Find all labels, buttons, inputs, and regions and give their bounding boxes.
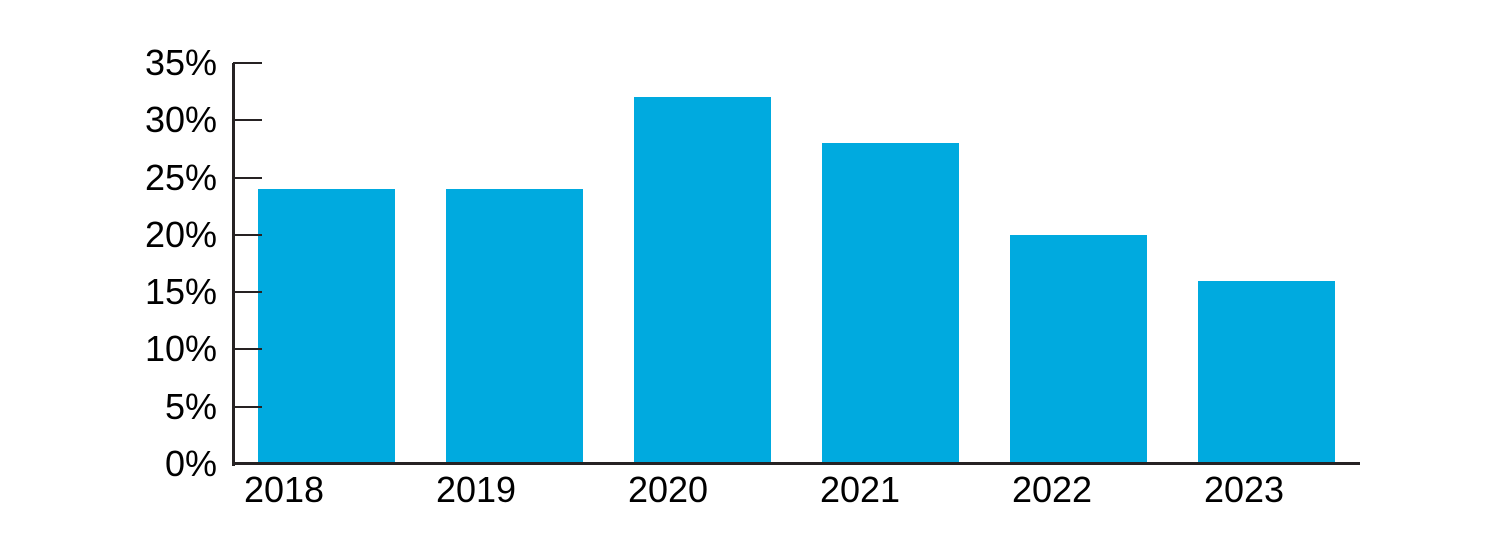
y-tick-label-10: 10% <box>144 328 217 369</box>
x-label-2021: 2021 <box>819 469 901 510</box>
y-axis-line <box>232 63 235 466</box>
x-axis-line <box>232 462 1360 465</box>
bar-2019 <box>446 189 583 464</box>
y-tick-label-15: 15% <box>144 271 217 312</box>
x-label-2020: 2020 <box>627 469 709 510</box>
bar-2020 <box>634 97 771 464</box>
y-tick-20 <box>233 234 262 236</box>
x-label-2023: 2023 <box>1203 469 1285 510</box>
bar-2021 <box>822 143 959 464</box>
y-tick-30 <box>233 119 262 121</box>
bar-2023 <box>1198 281 1335 464</box>
y-tick-label-25: 25% <box>144 157 217 198</box>
y-tick-label-35: 35% <box>144 42 217 83</box>
y-tick-label-0: 0% <box>164 443 217 484</box>
y-tick-15 <box>233 291 262 293</box>
x-label-2018: 2018 <box>243 469 325 510</box>
y-tick-35 <box>233 62 262 64</box>
bar-2018 <box>258 189 395 464</box>
x-label-2019: 2019 <box>435 469 517 510</box>
y-tick-25 <box>233 177 262 179</box>
y-tick-label-30: 30% <box>144 99 217 140</box>
y-tick-label-5: 5% <box>164 386 217 427</box>
y-tick-10 <box>233 348 262 350</box>
y-tick-label-20: 20% <box>144 214 217 255</box>
y-tick-5 <box>233 406 262 408</box>
x-label-2022: 2022 <box>1011 469 1093 510</box>
bar-2022 <box>1010 235 1147 464</box>
